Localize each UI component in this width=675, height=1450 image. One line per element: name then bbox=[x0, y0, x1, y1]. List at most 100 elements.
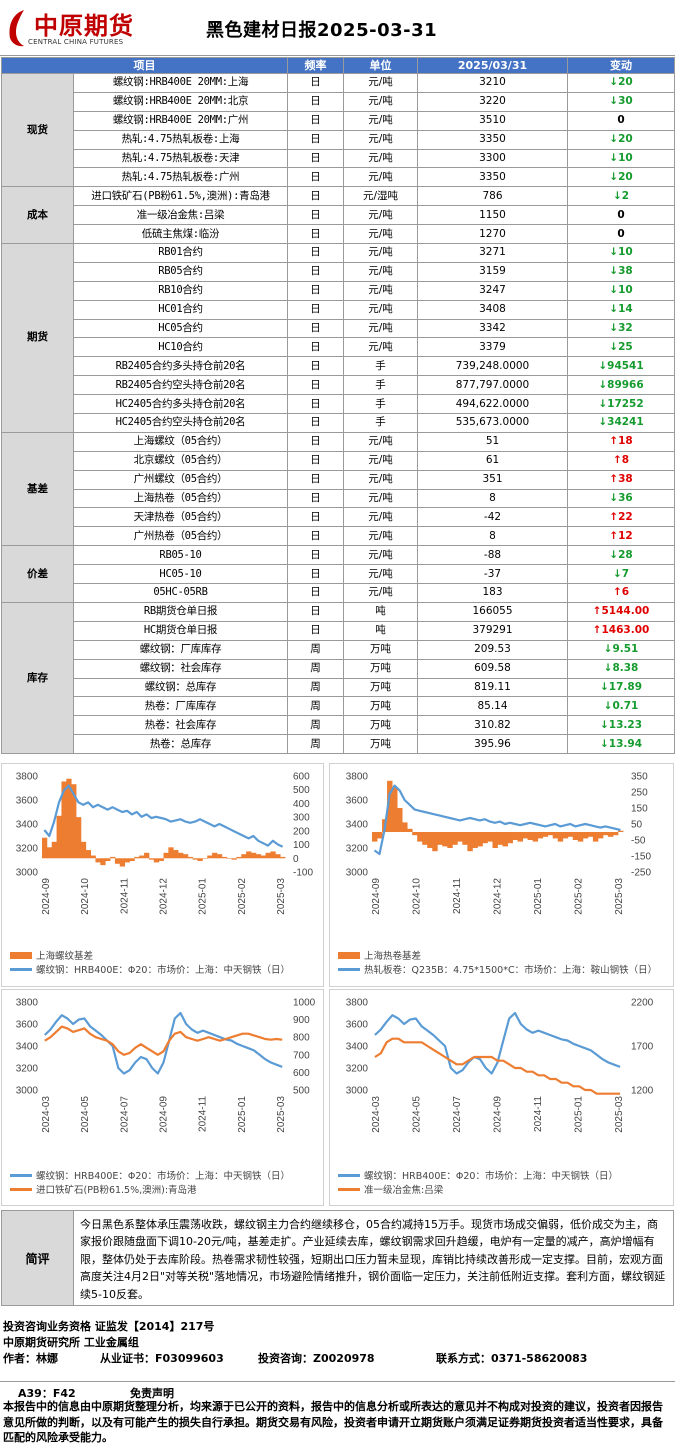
table-row: 广州螺纹（05合约）日元/吨 351 ↑38 bbox=[2, 469, 675, 490]
change-cell: ↑12 bbox=[567, 526, 675, 547]
bar-mark bbox=[432, 832, 438, 852]
bar-mark bbox=[114, 858, 121, 864]
value-cell: 85.14 bbox=[417, 696, 568, 717]
value-cell: -88 bbox=[417, 545, 568, 566]
frequency-cell: 日 bbox=[287, 356, 344, 377]
unit-cell: 元/湿吨 bbox=[343, 186, 418, 207]
legend-item: 螺纹钢：HRB400E：Φ20：市场价：上海：中天钢铁（日） bbox=[338, 1168, 618, 1182]
frequency-cell: 日 bbox=[287, 73, 344, 93]
value-cell: 3342 bbox=[417, 318, 568, 339]
table-row: 北京螺纹（05合约）日元/吨 61 ↑8 bbox=[2, 450, 675, 471]
arrow-down-icon: ↓ bbox=[609, 76, 619, 89]
x-tick-label: 2025-03 bbox=[614, 1096, 625, 1133]
value-cell: 3210 bbox=[417, 73, 568, 93]
change-cell: ↓8.38 bbox=[567, 658, 675, 679]
license-line: 从业证书：F03099603 bbox=[100, 1350, 224, 1366]
frequency-cell: 日 bbox=[287, 186, 344, 207]
bar-mark bbox=[557, 832, 564, 842]
frequency-cell: 周 bbox=[287, 677, 344, 698]
item-name-cell: RB2405合约空头持仓前20名 bbox=[73, 375, 288, 396]
bar-mark bbox=[46, 847, 53, 859]
y2-tick-label: 200 bbox=[293, 826, 310, 837]
unit-cell: 吨 bbox=[343, 620, 418, 641]
x-tick-label: 2024-03 bbox=[371, 1096, 382, 1133]
change-value: 1463.00 bbox=[601, 624, 650, 637]
bar-mark bbox=[497, 832, 503, 845]
frequency-cell: 周 bbox=[287, 734, 344, 755]
y2-tick-label: 300 bbox=[293, 813, 310, 824]
table-row: 现货 螺纹钢:HRB400E 20MM:上海日元/吨 3210 ↓20 bbox=[1, 72, 675, 188]
bar-mark bbox=[173, 850, 179, 859]
bar-mark bbox=[597, 832, 604, 839]
frequency-cell: 日 bbox=[287, 450, 344, 471]
x-tick-label: 2025-02 bbox=[237, 878, 248, 915]
bar-mark bbox=[412, 832, 418, 836]
x-tick-label: 2025-03 bbox=[614, 878, 625, 915]
value-cell: 209.53 bbox=[417, 639, 568, 660]
y2-tick-label: 500 bbox=[293, 785, 310, 796]
item-name-cell: 进口铁矿石(PB粉61.5%,澳洲):青岛港 bbox=[73, 186, 288, 207]
bar-mark bbox=[80, 841, 87, 859]
item-name-cell: 广州热卷（05合约） bbox=[73, 526, 288, 547]
item-name-cell: HC05合约 bbox=[73, 318, 288, 339]
bar-mark bbox=[502, 832, 508, 847]
x-tick-label: 2024-11 bbox=[533, 1096, 544, 1132]
table-row: 热轧:4.75热轧板卷:广州日元/吨 3350 ↓20 bbox=[2, 167, 675, 188]
change-value: 8.38 bbox=[612, 662, 639, 675]
change-cell: ↓25 bbox=[567, 337, 675, 358]
item-name-cell: 热卷：厂库库存 bbox=[73, 696, 288, 717]
frequency-cell: 日 bbox=[287, 224, 344, 245]
item-name-cell: RB01合约 bbox=[73, 243, 288, 263]
column-header-item: 项目 bbox=[1, 57, 288, 74]
chart-rebar-vs-iron-ore-plot: 3800 3600 3400 3200 3000 1000 900 800 700 600 500 2… bbox=[16, 998, 316, 1133]
unit-cell: 元/吨 bbox=[343, 148, 418, 169]
table-row: 基差 上海螺纹（05合约）日元/吨 51 ↑18 bbox=[1, 431, 675, 547]
x-tick-label: 2024-10 bbox=[412, 878, 423, 915]
x-tick-label: 2025-01 bbox=[574, 1096, 585, 1133]
arrow-down-icon: ↓ bbox=[599, 680, 609, 693]
arrow-up-icon: ↑ bbox=[612, 586, 622, 599]
item-name-cell: HC期货仓单日报 bbox=[73, 620, 288, 641]
x-tick-label: 2025-01 bbox=[198, 878, 209, 915]
change-cell: ↓38 bbox=[567, 261, 675, 282]
bar-mark bbox=[567, 832, 574, 837]
commentary-text: 今日黑色系整体承压震荡收跌，螺纹钢主力合约继续移仓，05合约减持15万手。现货市… bbox=[80, 1218, 666, 1301]
data-table: 项目 频率 单位 2025/03/31 变动 现货 螺纹钢:HRB400E 20M… bbox=[1, 57, 675, 755]
legend-item: 进口铁矿石(PB粉61.5%,澳洲):青岛港 bbox=[10, 1182, 290, 1196]
y2-tick-label: 2200 bbox=[631, 998, 654, 1009]
unit-cell: 万吨 bbox=[343, 677, 418, 698]
series-line bbox=[43, 784, 284, 848]
category-cell: 成本 bbox=[1, 186, 74, 245]
legend-label: 进口铁矿石(PB粉61.5%,澳洲):青岛港 bbox=[36, 1185, 197, 1196]
change-cell: 0 bbox=[567, 205, 675, 226]
item-name-cell: 螺纹钢:HRB400E 20MM:上海 bbox=[73, 73, 288, 93]
y-tick-label: 3400 bbox=[16, 820, 39, 831]
value-cell: 494,622.0000 bbox=[417, 394, 568, 415]
change-cell: ↓20 bbox=[567, 129, 675, 150]
item-name-cell: 北京螺纹（05合约） bbox=[73, 450, 288, 471]
value-cell: 3247 bbox=[417, 280, 568, 301]
table-row: 螺纹钢：厂库库存周万吨 209.53 ↓9.51 bbox=[2, 639, 675, 660]
company-logo-icon bbox=[9, 10, 24, 47]
y-tick-label: 3800 bbox=[346, 998, 369, 1009]
bar-mark bbox=[197, 858, 203, 862]
y2-tick-label: -50 bbox=[631, 836, 646, 847]
unit-cell: 手 bbox=[343, 375, 418, 396]
unit-cell: 万吨 bbox=[343, 734, 418, 755]
category-cell: 现货 bbox=[1, 72, 74, 188]
bar-mark bbox=[100, 858, 106, 866]
arrow-down-icon: ↓ bbox=[609, 284, 619, 297]
unit-cell: 元/吨 bbox=[343, 280, 418, 301]
unit-cell: 元/吨 bbox=[343, 224, 418, 245]
arrow-up-icon: ↑ bbox=[609, 473, 619, 486]
table-row: 价差 RB05-10 日元/吨 -88 ↓28 bbox=[1, 545, 675, 603]
change-value: 0 bbox=[617, 114, 625, 127]
frequency-cell: 日 bbox=[287, 205, 344, 226]
disclaimer-title: 免责声明 bbox=[130, 1387, 174, 1400]
bar-mark bbox=[71, 784, 77, 859]
bar-mark bbox=[457, 832, 463, 842]
bar-mark bbox=[260, 855, 266, 859]
frequency-cell: 日 bbox=[287, 564, 344, 585]
change-value: 89966 bbox=[607, 378, 644, 391]
bar-mark bbox=[187, 856, 194, 859]
